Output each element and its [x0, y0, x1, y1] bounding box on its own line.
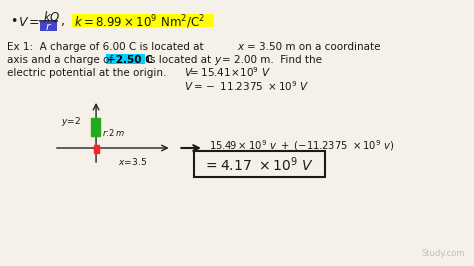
Text: Study.com: Study.com	[421, 249, 465, 258]
Text: = 2.00 m.  Find the: = 2.00 m. Find the	[221, 55, 321, 65]
FancyBboxPatch shape	[72, 14, 214, 27]
Text: Ex 1:  A charge of 6.00 C is located at: Ex 1: A charge of 6.00 C is located at	[7, 42, 203, 52]
Text: $V\!\!=\!\!\ 15.41\!\times\!10^9\ V$: $V\!\!=\!\!\ 15.41\!\times\!10^9\ V$	[184, 65, 271, 79]
Text: is located at: is located at	[147, 55, 211, 65]
Text: $y\!=\!2$: $y\!=\!2$	[61, 115, 81, 128]
Text: electric potential at the origin.: electric potential at the origin.	[7, 68, 166, 78]
Text: $V = $: $V = $	[18, 15, 40, 28]
Text: $k = 8.99 \times 10^9\ \mathrm{Nm^2/C^2}$: $k = 8.99 \times 10^9\ \mathrm{Nm^2/C^2}…	[73, 13, 204, 31]
Text: $x$: $x$	[237, 42, 246, 52]
Text: $= 4.17\ \times 10^9\ V$: $= 4.17\ \times 10^9\ V$	[203, 155, 313, 174]
Text: −2.50 C: −2.50 C	[107, 55, 153, 65]
FancyBboxPatch shape	[194, 151, 326, 177]
Text: $r$: $r$	[45, 21, 52, 32]
FancyBboxPatch shape	[106, 54, 145, 64]
Text: axis and a charge of: axis and a charge of	[7, 55, 113, 65]
Text: $x\!=\!3.5$: $x\!=\!3.5$	[118, 156, 147, 167]
Text: = 3.50 m on a coordinate: = 3.50 m on a coordinate	[247, 42, 381, 52]
Text: $kQ$: $kQ$	[43, 9, 61, 23]
Text: $15.4\!9 \times 10^9\ v\ +\ (-11.2375\ \times 10^9\ v)$: $15.4\!9 \times 10^9\ v\ +\ (-11.2375\ \…	[209, 138, 394, 153]
Bar	[91, 118, 100, 136]
FancyBboxPatch shape	[40, 22, 57, 31]
Bar	[94, 145, 99, 153]
Text: $y$: $y$	[214, 55, 222, 67]
Text: $r\!:\!2\,m$: $r\!:\!2\,m$	[102, 127, 125, 139]
Text: •: •	[10, 15, 17, 28]
Text: $V = -\ 11.2375\ \times 10^9\ V$: $V = -\ 11.2375\ \times 10^9\ V$	[184, 79, 310, 93]
Text: ,: ,	[61, 15, 65, 28]
